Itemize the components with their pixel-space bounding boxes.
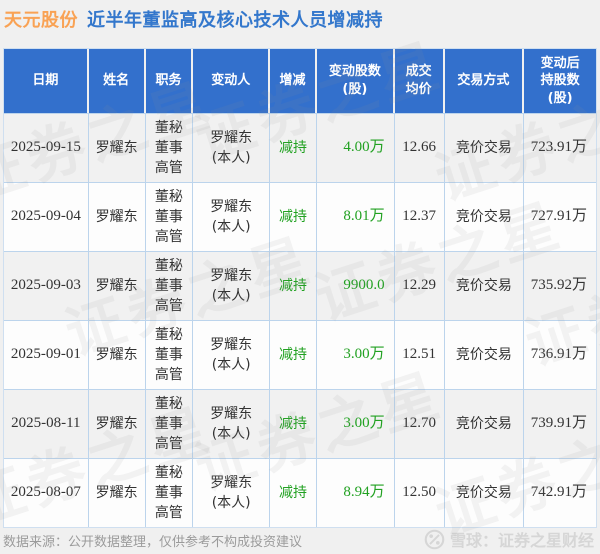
cell-changer: 罗耀东 (本人) [193, 459, 271, 527]
cell-changer: 罗耀东 (本人) [193, 321, 271, 389]
cell-after: 735.92万 [530, 277, 587, 294]
report-title: 近半年董监高及核心技术人员增减持 [87, 10, 383, 31]
cell-changer: 罗耀东 (本人) [193, 252, 271, 320]
cell-name: 罗耀东 [89, 321, 146, 389]
cell-price: 12.66 [395, 114, 445, 182]
cell-shares: 8.94万 [317, 459, 395, 527]
column-header-shares: 变动股数 (股) [317, 49, 395, 113]
cell-position: 董秘 董事 高管 [146, 459, 194, 527]
cell-method: 竞价交易 [445, 459, 525, 527]
cell-position: 董秘 董事 高管 [146, 321, 194, 389]
cell-name: 罗耀东 [89, 183, 146, 251]
cell-shares: 8.01万 [317, 183, 395, 251]
stock-name: 天元股份 [4, 10, 78, 31]
column-header-date: 日期 [4, 49, 89, 113]
cell-direction: 减持 [270, 459, 317, 527]
cell-date: 2025-09-04 [4, 183, 89, 251]
cell-after: 739.91万 [530, 415, 587, 432]
column-header-direction: 增减 [270, 49, 317, 113]
cell-method: 竞价交易 [445, 183, 525, 251]
cell-date: 2025-09-15 [4, 114, 89, 182]
cell-position: 董秘 董事 高管 [146, 252, 194, 320]
column-header-after: 变动后 持股数 (股) [540, 55, 580, 106]
xueqiu-icon [424, 529, 445, 550]
brand-text: 雪球：证券之星财经 [449, 531, 594, 550]
cell-date: 2025-09-01 [4, 321, 89, 389]
cell-method: 竞价交易 [445, 252, 525, 320]
data-source-note: 数据来源：公开数据整理，仅供参考不构成投资建议 [3, 535, 303, 550]
brand-logo: 雪球：证券之星财经 [424, 527, 594, 551]
cell-changer: 罗耀东 (本人) [193, 183, 271, 251]
cell-position: 董秘 董事 高管 [146, 183, 194, 251]
cell-shares: 3.00万 [317, 321, 395, 389]
cell-name: 罗耀东 [89, 114, 146, 182]
cell-after: 723.91万 [530, 139, 587, 156]
cell-shares: 4.00万 [317, 114, 395, 182]
cell-name: 罗耀东 [89, 390, 146, 458]
column-header-method: 交易方式 [445, 49, 525, 113]
cell-changer: 罗耀东 (本人) [193, 114, 271, 182]
cell-after: 736.91万 [530, 346, 587, 363]
column-header-name: 姓名 [89, 49, 146, 113]
cell-shares: 3.00万 [317, 390, 395, 458]
column-header-price: 成交 均价 [395, 49, 445, 113]
table-header-row: 日期 姓名 职务 变动人 增减 变动股数 (股) 成交 均价 交易方式 变动后 持股数 (股) [4, 49, 596, 113]
cell-direction: 减持 [270, 114, 317, 182]
page-title: 天元股份 近半年董监高及核心技术人员增减持 [4, 6, 596, 32]
table-body: 2025-09-15 罗耀东 董秘 董事 高管 罗耀东 (本人) 减持 4.00万 12.6… [4, 113, 596, 527]
cell-method: 竞价交易 [445, 321, 525, 389]
table-row: 2025-08-11 罗耀东 董秘 董事 高管 罗耀东 (本人) 减持 3.00万 12.7… [4, 389, 596, 458]
cell-after: 742.91万 [530, 484, 587, 501]
table-row: 2025-08-07 罗耀东 董秘 董事 高管 罗耀东 (本人) 减持 8.94万 12.5… [4, 458, 596, 527]
cell-direction: 减持 [270, 390, 317, 458]
cell-price: 12.29 [395, 252, 445, 320]
cell-price: 12.37 [395, 183, 445, 251]
cell-direction: 减持 [270, 183, 317, 251]
cell-direction: 减持 [270, 321, 317, 389]
cell-changer: 罗耀东 (本人) [193, 390, 271, 458]
table-row: 2025-09-01 罗耀东 董秘 董事 高管 罗耀东 (本人) 减持 3.00万 12.5… [4, 320, 596, 389]
cell-shares: 9900.0 [317, 252, 395, 320]
cell-after: 727.91万 [530, 208, 587, 225]
cell-price: 12.70 [395, 390, 445, 458]
column-header-changer: 变动人 [193, 49, 271, 113]
cell-direction: 减持 [270, 252, 317, 320]
table-row: 2025-09-04 罗耀东 董秘 董事 高管 罗耀东 (本人) 减持 8.01万 12.3… [4, 182, 596, 251]
cell-position: 董秘 董事 高管 [146, 390, 194, 458]
cell-date: 2025-08-11 [4, 390, 89, 458]
cell-price: 12.51 [395, 321, 445, 389]
column-header-position: 职务 [146, 49, 194, 113]
cell-price: 12.50 [395, 459, 445, 527]
cell-method: 竞价交易 [445, 390, 525, 458]
table-row: 2025-09-15 罗耀东 董秘 董事 高管 罗耀东 (本人) 减持 4.00万 12.6… [4, 113, 596, 182]
table-row: 2025-09-03 罗耀东 董秘 董事 高管 罗耀东 (本人) 减持 9900.0 12.… [4, 251, 596, 320]
cell-method: 竞价交易 [445, 114, 525, 182]
cell-name: 罗耀东 [89, 459, 146, 527]
cell-date: 2025-09-03 [4, 252, 89, 320]
holdings-table: 日期 姓名 职务 变动人 增减 变动股数 (股) 成交 均价 交易方式 变动后 持股数 (股) … [3, 48, 597, 528]
cell-position: 董秘 董事 高管 [146, 114, 194, 182]
cell-date: 2025-08-07 [4, 459, 89, 527]
cell-name: 罗耀东 [89, 252, 146, 320]
